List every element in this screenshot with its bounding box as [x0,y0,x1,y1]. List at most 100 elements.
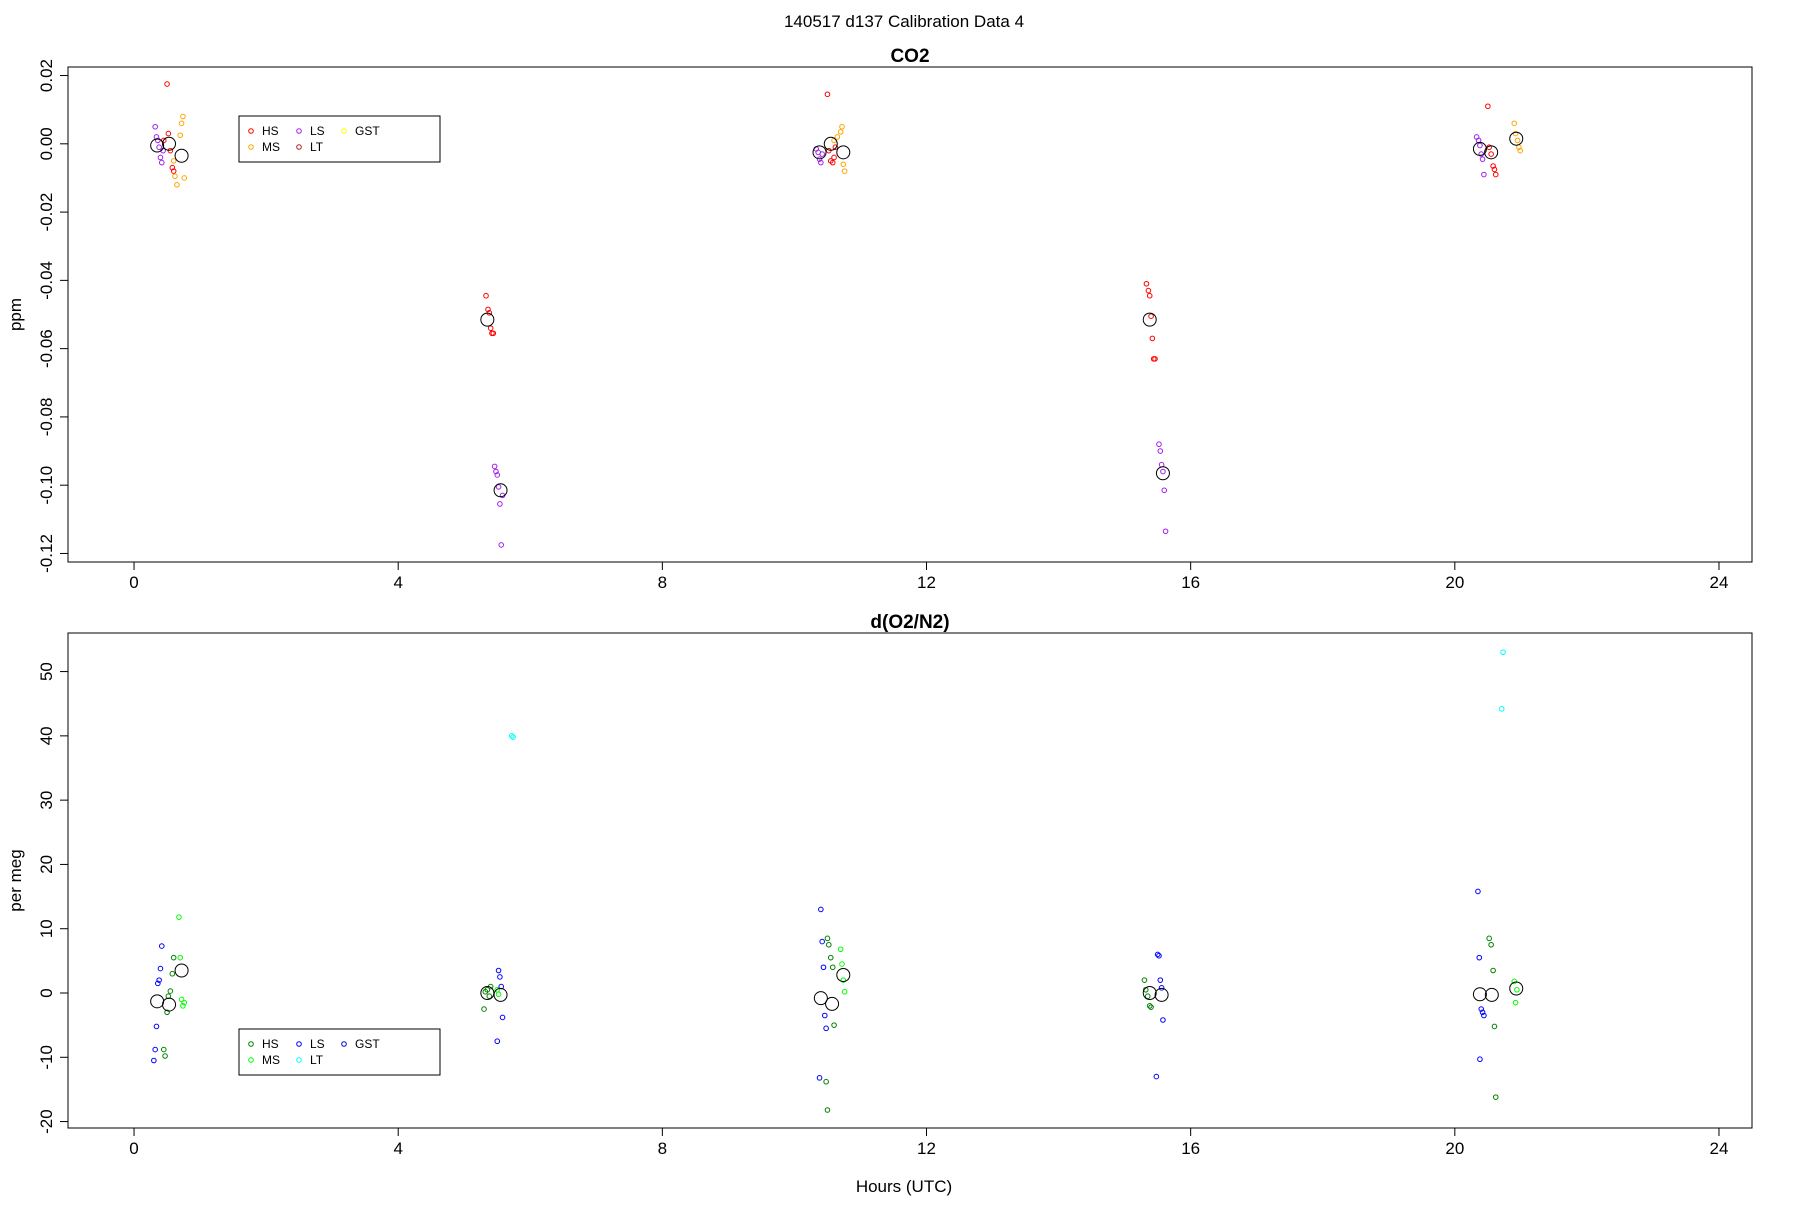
o2n2-panel: d(O2/N2) per meg 0 4 8 12 16 20 24 50 40 30 20 10 0 -10… [6,612,1753,1158]
panel-1-point-hs-7 [481,1006,487,1012]
panel-0-point-ls-2 [155,137,161,144]
panel-1-y-tick-label-6: -10 [37,1045,56,1070]
panel-0-x-tick-label-4: 4 [393,573,402,592]
panel-0-point-ls-27 [1477,142,1483,149]
panel-1-legend-box [238,1028,441,1076]
panel-1-point-ls-12 [818,906,824,913]
panel-1-point-hs-21 [1144,993,1151,1000]
panel-0-point-hs-11 [490,330,497,337]
panel-0-mean-marker-6 [823,136,838,151]
panel-1-legend-label-hs: HS [262,1037,279,1051]
panel-0-point-ms-4 [178,120,185,127]
panel-1-point-hs-4 [167,988,174,994]
panel-0-point-hs-20 [1146,292,1153,299]
panel-0-point-ls-9 [494,472,501,478]
panel-1-mean-marker-12 [1509,981,1524,996]
panel-0-point-ls-17 [818,159,824,166]
panel-1-point-ms-0 [176,914,182,920]
panel-1-point-lt-3 [1498,706,1505,712]
panel-1-point-ms-9 [840,977,847,983]
panel-1-point-ls-17 [816,1075,823,1081]
panel-1-x-tick-label-8: 8 [658,1139,667,1158]
panel-1-point-ls-3 [155,980,161,987]
panel-1-mean-markers [150,963,1524,1012]
panel-0-point-hs-16 [831,154,837,161]
panel-1-point-ms-1 [177,954,184,961]
panel-0-point-hs-28 [1490,163,1496,169]
panel-1-point-hs-2 [164,1009,170,1016]
panel-0-mean-marker-4 [493,483,508,498]
panel-0-y-tick-label-7: -0.12 [37,534,56,573]
panel-1-point-ls-6 [158,943,165,949]
panel-0-legend-marker-gst [341,128,347,134]
panel-0-chart-title: CO2 [890,46,929,67]
panel-0-point-ls-22 [1160,468,1166,475]
panel-0-point-ls-7 [491,463,498,470]
panel-0-point-ms-6 [181,175,188,181]
co2-panel: CO2 ppm 0 4 8 12 16 20 24 0.02 0.00 -0.02 -0.04 -0.06… [6,46,1753,592]
panel-0-x-tick-label-20: 20 [1445,573,1464,592]
panel-1-mean-marker-0 [150,994,165,1009]
panel-0-point-ms-2 [174,181,180,188]
panel-1-point-ms-11 [1511,978,1518,985]
panel-1-legend-label-ms: MS [262,1053,280,1067]
panel-1-point-hs-16 [831,1022,837,1028]
panel-1-point-hs-12 [824,935,831,942]
panel-1-point-hs-19 [1141,977,1148,983]
panel-1-point-ls-29 [1477,1056,1483,1063]
panel-1-point-ls-28 [1481,1012,1487,1019]
panel-0-y-tick-label-2: -0.02 [37,193,56,232]
panel-0-point-hs-22 [1149,335,1156,342]
panel-0-legend-label-lt: LT [310,140,324,154]
panel-0-point-ms-9 [837,129,844,135]
panel-1-y-tick-label-3: 20 [37,855,56,874]
panel-0-mean-marker-1 [162,136,177,151]
panel-1-y-tick-label-5: 0 [37,988,56,997]
panel-1-point-lt-0 [508,733,515,739]
panel-0-point-ls-20 [1157,448,1164,454]
panel-0-point-hs-4 [170,168,177,174]
panel-0-y-tick-label-1: 0.00 [37,127,56,160]
panel-1-point-ms-4 [181,999,188,1006]
panel-1-series-lt [508,649,1506,740]
panel-1-point-hs-17 [823,1078,829,1085]
panel-1-point-ls-8 [497,974,503,980]
panel-0-legend-marker-hs [248,128,254,134]
panel-1-series-ms [176,914,1520,1009]
panel-1-legend-label-ls: LS [310,1037,325,1051]
panel-0-point-hs-18 [1143,280,1150,287]
panel-0-series-hs [160,81,1499,362]
panel-0-point-ls-4 [157,154,164,161]
panel-0-point-ms-1 [172,173,178,180]
panel-1-point-hs-27 [1491,1023,1498,1030]
panel-0-x-tick-label-24: 24 [1710,573,1729,592]
panel-1-mean-marker-7 [836,968,851,982]
panel-0-point-ms-11 [840,161,847,168]
x-axis-label: Hours (UTC) [856,1177,952,1196]
panel-0-point-ms-3 [177,132,184,139]
panel-1-point-hs-18 [824,1107,831,1113]
panel-1-point-ms-8 [839,961,845,967]
panel-0-point-hs-7 [485,306,491,313]
panel-1-point-ls-23 [1153,1073,1160,1080]
panel-1-point-hs-0 [160,1046,167,1053]
panel-0-x-tick-label-16: 16 [1181,573,1200,592]
panel-0-mean-marker-11 [1484,145,1499,160]
panel-1-point-ls-1 [152,1046,158,1053]
panel-1-point-ls-27 [1479,1009,1486,1016]
panel-0-point-hs-12 [824,91,831,98]
panel-1-x-tick-label-20: 20 [1445,1139,1464,1158]
panel-0-point-ms-0 [170,158,177,164]
panel-1-y-tick-label-1: 40 [37,726,56,745]
panel-1-legend-label-lt: LT [310,1053,324,1067]
panel-1-point-ls-21 [1158,985,1165,991]
panel-1-point-hs-26 [1490,967,1496,974]
panel-1-y-tick-label-0: 50 [37,662,56,681]
panel-0-y-tick-label-5: -0.08 [37,398,56,437]
panel-1-mean-marker-8 [1142,986,1157,1000]
panel-1-mean-marker-4 [493,987,508,1002]
panel-1-point-lt-2 [1500,649,1506,656]
panel-1-point-hs-14 [827,954,834,961]
